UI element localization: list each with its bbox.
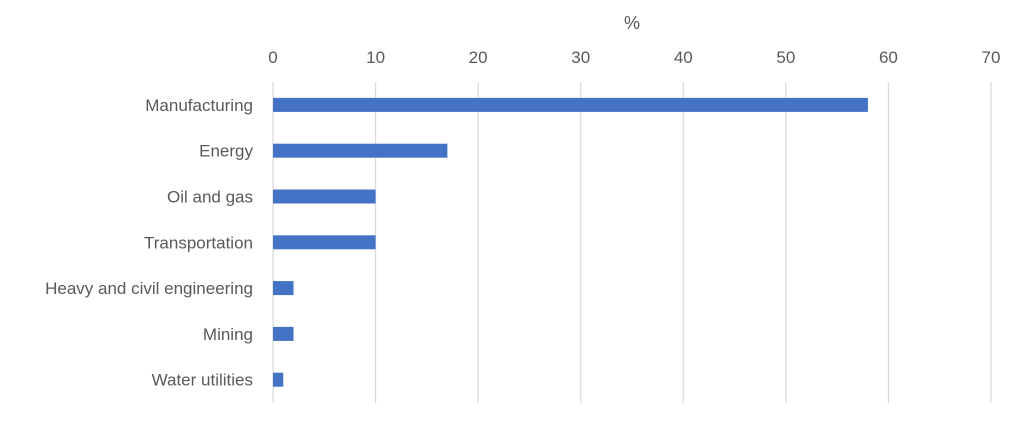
x-tick-label-30: 30 — [571, 48, 590, 67]
x-axis-ticks: 0 10 20 30 40 50 60 70 — [268, 48, 1000, 67]
bar-transportation — [273, 235, 376, 250]
x-tick-label-60: 60 — [879, 48, 898, 67]
bar-water-utilities — [273, 372, 284, 387]
category-label-water-utilities: Water utilities — [152, 371, 253, 390]
category-label-mining: Mining — [203, 325, 253, 344]
bar-energy — [273, 143, 448, 158]
gridlines — [272, 82, 992, 403]
x-tick-label-40: 40 — [674, 48, 693, 67]
bars — [273, 97, 868, 387]
bar-manufacturing — [273, 97, 868, 112]
x-tick-label-70: 70 — [982, 48, 1001, 67]
category-label-oil-and-gas: Oil and gas — [167, 188, 253, 207]
category-label-transportation: Transportation — [144, 233, 253, 252]
x-tick-label-20: 20 — [469, 48, 488, 67]
bar-heavy-and-civil-engineering — [273, 281, 294, 296]
bar-mining — [273, 326, 294, 341]
category-labels: Manufacturing Energy Oil and gas Transporta… — [45, 96, 253, 390]
x-tick-label-50: 50 — [776, 48, 795, 67]
x-tick-label-10: 10 — [366, 48, 385, 67]
x-axis-title: % — [624, 13, 640, 33]
category-label-manufacturing: Manufacturing — [145, 96, 253, 115]
category-label-heavy-and-civil-engineering: Heavy and civil engineering — [45, 279, 253, 298]
category-label-energy: Energy — [199, 142, 253, 161]
bar-oil-and-gas — [273, 189, 376, 204]
x-tick-label-0: 0 — [268, 48, 277, 67]
